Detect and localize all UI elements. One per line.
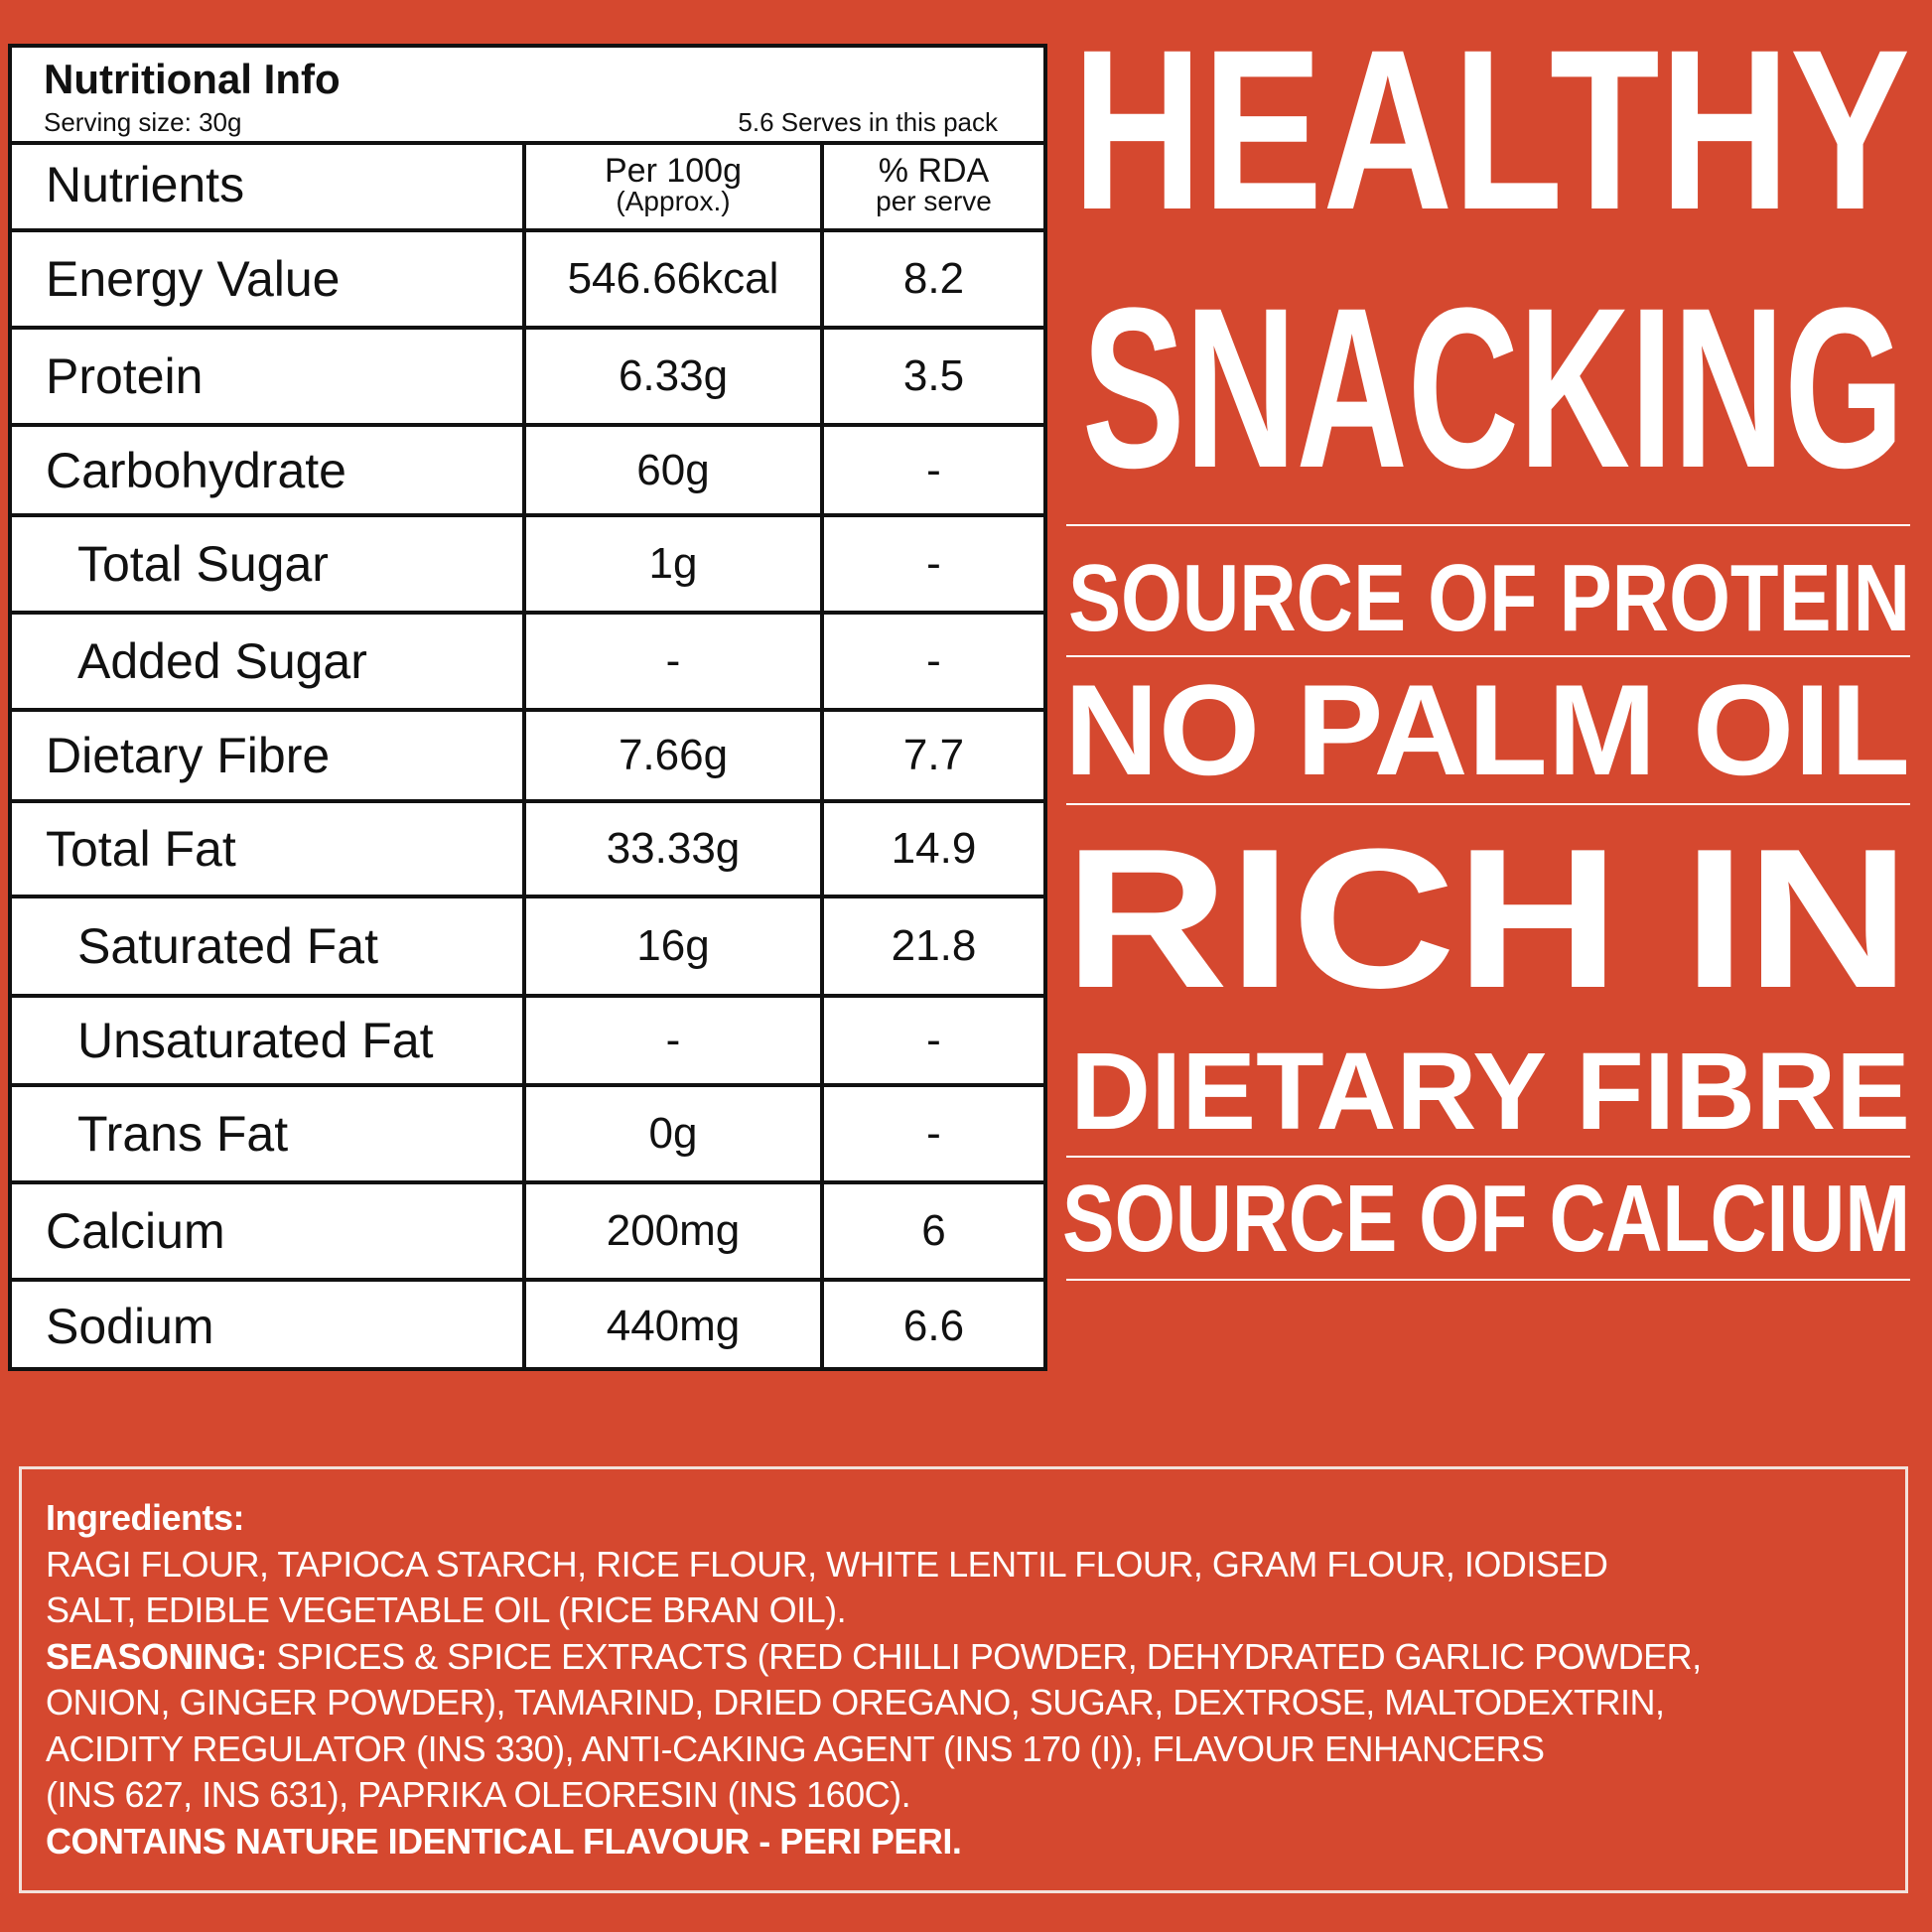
nutrient-rda: - [926,1109,941,1158]
nutrient-name: Total Sugar [12,517,526,611]
nutrient-per-100g: 1g [526,517,824,611]
nutrient-per-100g: 0g [526,1087,824,1180]
nutrient-name: Unsaturated Fat [12,998,526,1083]
nutrient-rda: 6.6 [902,1302,965,1350]
header-per-serve: per serve [876,186,992,216]
nutrient-name: Sodium [12,1282,526,1371]
contains-flavour: CONTAINS NATURE IDENTICAL FLAVOUR - PERI… [46,1820,962,1862]
table-row: Energy Value 546.66kcal 8.2 [12,232,1043,330]
header-rda-label: % RDA [878,152,990,190]
nutrient-per-100g: - [526,998,824,1083]
nutrient-name: Total Fat [12,803,526,895]
header-per-100g: Per 100g (Approx.) [526,141,824,228]
column-header-row: Nutrients Per 100g (Approx.)% RDA per serve [12,141,1043,232]
nutrient-rda: 14.9 [891,824,977,873]
serving-size: Serving size: 30g [44,107,242,137]
ingredients-line: ONION, GINGER POWDER), TAMARIND, DRIED O… [46,1682,1665,1723]
table-row: Carbohydrate 60g - [12,427,1043,517]
ingredients-line: ACIDITY REGULATOR (INS 330), ANTI-CAKING… [46,1727,1545,1769]
serves-per-pack: 5.6 Serves in this pack [738,107,998,137]
claim-dietary-fibre: DIETARY FIBRE [1070,1031,1910,1153]
nutrient-per-100g: 60g [526,427,824,513]
nutrient-rda: 3.5 [902,351,965,400]
nutrition-table: Nutritional Info Serving size: 30g 5.6 S… [8,44,1047,1371]
table-row: Protein 6.33g 3.5 [12,330,1043,427]
claim-calcium: SOURCE OF CALCIUM [1062,1166,1910,1272]
nutrient-rda: - [926,1016,941,1064]
nutrient-name: Saturated Fat [12,898,526,994]
nutrient-name: Carbohydrate [12,427,526,513]
nutrient-rda: 7.7 [902,731,965,779]
header-rda: % RDA per serve [824,141,1043,228]
nutrient-name: Calcium [12,1184,526,1278]
divider [1066,655,1910,657]
table-row: Trans Fat 0g - [12,1087,1043,1184]
table-row: Sodium 440mg 6.6 [12,1282,1043,1371]
claim-healthy: HEALTHY [1072,2,1910,257]
header-approx: (Approx.) [616,186,731,216]
nutrient-rda: - [926,445,941,494]
nutrient-per-100g: 33.33g [526,803,824,895]
nutrient-per-100g: 16g [526,898,824,994]
ingredients-box: Ingredients: RAGI FLOUR, TAPIOCA STARCH,… [19,1466,1908,1893]
nutrient-per-100g: 200mg [526,1184,824,1278]
nutrient-name: Dietary Fibre [12,712,526,799]
nutrient-name: Energy Value [12,232,526,326]
table-row: Dietary Fibre 7.66g 7.7 [12,712,1043,803]
ingredients-line: SEASONING: SPICES & SPICE EXTRACTS (RED … [46,1634,1905,1681]
table-row: Calcium 200mg 6 [12,1184,1043,1282]
header-nutrients: Nutrients [12,141,526,228]
ingredients-line: SALT, EDIBLE VEGETABLE OIL (RICE BRAN OI… [46,1589,847,1630]
header-per-100g-label: Per 100g [605,152,742,190]
nutrient-per-100g: 6.33g [526,330,824,423]
seasoning-label: SEASONING: [46,1635,268,1677]
nutrition-title: Nutritional Info [44,56,341,102]
claim-snacking: SNACKING [1082,260,1904,515]
nutrient-per-100g: 7.66g [526,712,824,799]
nutrient-per-100g: - [526,615,824,708]
ingredients-heading: Ingredients: [46,1497,245,1538]
divider [1066,1279,1910,1281]
table-row: Total Fat 33.33g 14.9 [12,803,1043,898]
ingredients-line: (INS 627, INS 631), PAPRIKA OLEORESIN (I… [46,1774,911,1815]
nutrition-header: Nutritional Info Serving size: 30g 5.6 S… [12,48,1043,145]
nutrient-rda: 21.8 [891,921,977,970]
nutrient-name: Trans Fat [12,1087,526,1180]
nutrient-per-100g: 440mg [526,1282,824,1371]
table-row: Added Sugar - - [12,615,1043,712]
table-row: Unsaturated Fat - - [12,998,1043,1087]
nutrient-rda: - [926,539,941,588]
divider [1066,524,1910,526]
table-row: Saturated Fat 16g 21.8 [12,898,1043,998]
claim-no-palm-oil: NO PALM OIL [1064,657,1910,802]
nutrient-name: Added Sugar [12,615,526,708]
nutrient-rda: - [926,636,941,685]
nutrient-name: Protein [12,330,526,423]
claim-protein: SOURCE OF PROTEIN [1068,545,1910,651]
table-row: Total Sugar 1g - [12,517,1043,615]
claim-rich-in: RICH IN [1064,808,1910,1030]
nutrient-rda: 8.2 [902,254,965,303]
nutrient-per-100g: 546.66kcal [526,232,824,326]
divider [1066,803,1910,805]
claims-panel: HEALTHY SNACKING SOURCE OF PROTEIN NO PA… [1062,2,1910,1281]
seasoning-text: SPICES & SPICE EXTRACTS (RED CHILLI POWD… [267,1635,1703,1677]
ingredients-line: RAGI FLOUR, TAPIOCA STARCH, RICE FLOUR, … [46,1543,1608,1585]
divider [1066,1156,1910,1158]
nutrient-rda: 6 [921,1206,946,1255]
